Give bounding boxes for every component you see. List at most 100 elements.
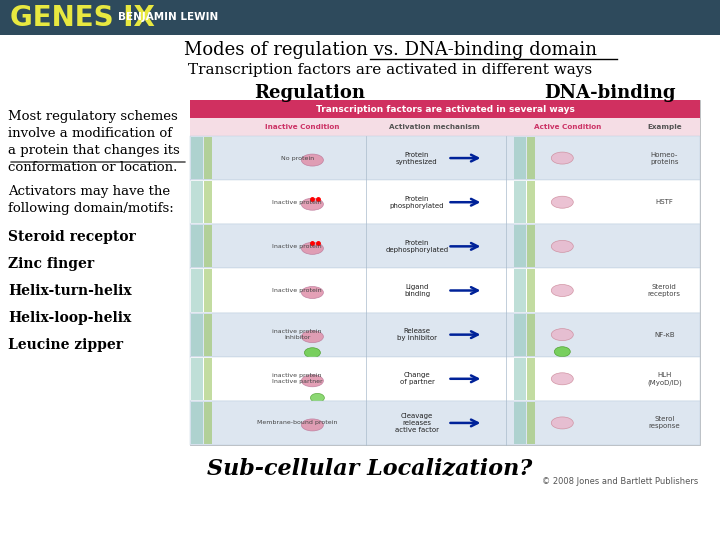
- Bar: [191, 314, 203, 356]
- Ellipse shape: [310, 393, 325, 402]
- Bar: [191, 137, 203, 179]
- Text: GENES IX: GENES IX: [10, 3, 155, 31]
- Ellipse shape: [552, 285, 573, 296]
- Text: inactive protein
Inactive partner: inactive protein Inactive partner: [271, 373, 323, 384]
- Text: Inactive protein: Inactive protein: [272, 288, 322, 293]
- Bar: [204, 357, 212, 400]
- Ellipse shape: [552, 417, 573, 429]
- Bar: [204, 269, 212, 312]
- Bar: [191, 402, 203, 444]
- Ellipse shape: [302, 287, 323, 299]
- Text: Steroid receptor: Steroid receptor: [8, 230, 136, 244]
- Ellipse shape: [552, 152, 573, 164]
- Text: conformation or location.: conformation or location.: [8, 161, 177, 174]
- Bar: [527, 137, 535, 179]
- Text: Activation mechanism: Activation mechanism: [390, 124, 480, 130]
- Bar: [190, 401, 700, 445]
- Ellipse shape: [302, 330, 323, 343]
- Text: Active Condition: Active Condition: [534, 124, 601, 130]
- Ellipse shape: [552, 240, 573, 252]
- Text: Example: Example: [647, 124, 682, 130]
- Bar: [204, 225, 212, 267]
- Bar: [191, 357, 203, 400]
- Text: involve a modification of: involve a modification of: [8, 127, 172, 140]
- Ellipse shape: [552, 373, 573, 385]
- Bar: [190, 100, 700, 445]
- Bar: [514, 402, 526, 444]
- Ellipse shape: [554, 347, 570, 357]
- Text: No protein: No protein: [281, 156, 314, 160]
- Bar: [190, 313, 700, 357]
- Bar: [514, 181, 526, 223]
- Text: inactive protein
Inhibitor: inactive protein Inhibitor: [272, 329, 322, 340]
- Text: Regulation: Regulation: [254, 84, 366, 102]
- Bar: [190, 136, 700, 180]
- Text: Cleavage
releases
active factor: Cleavage releases active factor: [395, 413, 439, 433]
- Text: Zinc finger: Zinc finger: [8, 257, 94, 271]
- Bar: [191, 225, 203, 267]
- Bar: [527, 402, 535, 444]
- Text: following domain/motifs:: following domain/motifs:: [8, 202, 174, 215]
- Bar: [204, 314, 212, 356]
- Bar: [204, 181, 212, 223]
- Text: © 2008 Jones and Bartlett Publishers: © 2008 Jones and Bartlett Publishers: [542, 477, 698, 487]
- Ellipse shape: [552, 196, 573, 208]
- Bar: [527, 314, 535, 356]
- Text: Modes of regulation vs. DNA-binding domain: Modes of regulation vs. DNA-binding doma…: [184, 41, 596, 59]
- Text: BENJAMIN LEWIN: BENJAMIN LEWIN: [118, 12, 218, 23]
- Bar: [527, 357, 535, 400]
- Text: HLH
(MyoD/ID): HLH (MyoD/ID): [647, 372, 682, 386]
- Bar: [190, 268, 700, 313]
- Ellipse shape: [302, 375, 323, 387]
- Text: HSTF: HSTF: [655, 199, 673, 205]
- Ellipse shape: [552, 329, 573, 341]
- Text: Protein
dephosphorylated: Protein dephosphorylated: [385, 240, 449, 253]
- Bar: [204, 402, 212, 444]
- Bar: [514, 269, 526, 312]
- Ellipse shape: [302, 154, 323, 166]
- Bar: [191, 269, 203, 312]
- Text: Helix-turn-helix: Helix-turn-helix: [8, 284, 132, 298]
- Text: DNA-binding: DNA-binding: [544, 84, 676, 102]
- Text: Activators may have the: Activators may have the: [8, 185, 170, 198]
- Text: Inactive protein: Inactive protein: [272, 200, 322, 205]
- Bar: [190, 100, 700, 118]
- Bar: [190, 118, 700, 136]
- Text: Transcription factors are activated in several ways: Transcription factors are activated in s…: [315, 105, 575, 113]
- Bar: [204, 137, 212, 179]
- Text: Release
by inhibitor: Release by inhibitor: [397, 328, 437, 341]
- Bar: [527, 181, 535, 223]
- Text: Inactive Condition: Inactive Condition: [265, 124, 339, 130]
- Bar: [190, 357, 700, 401]
- Ellipse shape: [305, 348, 320, 357]
- Bar: [0, 0, 720, 35]
- Ellipse shape: [302, 419, 323, 431]
- Ellipse shape: [302, 242, 323, 254]
- Ellipse shape: [302, 198, 323, 210]
- Text: Membrane-bound protein: Membrane-bound protein: [257, 421, 337, 426]
- Bar: [527, 225, 535, 267]
- Text: Ligand
binding: Ligand binding: [404, 284, 430, 297]
- Text: Helix-loop-helix: Helix-loop-helix: [8, 311, 131, 325]
- Text: NF-κB: NF-κB: [654, 332, 675, 338]
- Text: Leucine zipper: Leucine zipper: [8, 338, 123, 352]
- Bar: [190, 224, 700, 268]
- Text: Transcription factors are activated in different ways: Transcription factors are activated in d…: [188, 63, 592, 77]
- Text: Steroid
receptors: Steroid receptors: [648, 284, 681, 297]
- Text: Sterol
response: Sterol response: [649, 416, 680, 429]
- Text: Protein
phosphorylated: Protein phosphorylated: [390, 195, 444, 209]
- Text: a protein that changes its: a protein that changes its: [8, 144, 180, 157]
- Text: Homeo-
proteins: Homeo- proteins: [650, 152, 678, 165]
- Bar: [514, 314, 526, 356]
- Text: Sub-cellular Localization?: Sub-cellular Localization?: [207, 457, 533, 479]
- Text: Inactive protein: Inactive protein: [272, 244, 322, 249]
- Bar: [514, 137, 526, 179]
- Bar: [190, 180, 700, 224]
- Bar: [191, 181, 203, 223]
- Text: Protein
synthesized: Protein synthesized: [396, 152, 438, 165]
- Text: Most regulatory schemes: Most regulatory schemes: [8, 110, 178, 123]
- Bar: [514, 357, 526, 400]
- Bar: [527, 269, 535, 312]
- Bar: [514, 225, 526, 267]
- Text: Change
of partner: Change of partner: [400, 372, 434, 385]
